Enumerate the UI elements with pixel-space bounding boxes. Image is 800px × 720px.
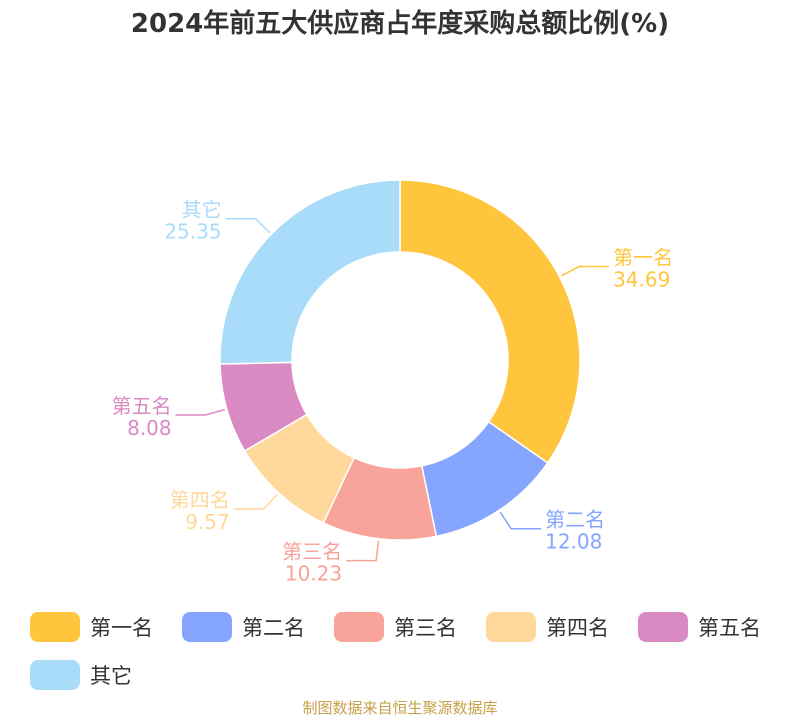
legend-swatch xyxy=(30,612,80,642)
legend-label: 第二名 xyxy=(242,616,305,640)
legend-swatch xyxy=(30,660,80,690)
leader-line-5 xyxy=(175,408,226,416)
legend-label: 其它 xyxy=(90,664,132,688)
slice-name-label-2: 第二名 xyxy=(545,508,605,532)
legend-swatch xyxy=(334,612,384,642)
legend-swatch xyxy=(638,612,688,642)
slice-name-label-1: 第一名 xyxy=(613,246,673,270)
slice-value-label-5: 8.08 xyxy=(127,416,172,440)
legend-label: 第四名 xyxy=(546,616,609,640)
chart-title: 2024年前五大供应商占年度采购总额比例(%) xyxy=(130,9,670,39)
legend-item-3[interactable]: 第三名 xyxy=(334,612,457,642)
legend-item-6[interactable]: 其它 xyxy=(30,660,132,690)
leader-line-2 xyxy=(499,511,542,530)
slice-name-label-6: 其它 xyxy=(182,198,222,222)
slice-1 xyxy=(399,179,581,464)
slice-6 xyxy=(219,179,401,365)
source-note: 制图数据来自恒生聚源数据库 xyxy=(302,699,498,717)
legend-swatch xyxy=(182,612,232,642)
slice-value-label-4: 9.57 xyxy=(185,510,230,534)
legend-item-2[interactable]: 第二名 xyxy=(182,612,305,642)
leader-line-4 xyxy=(233,493,278,510)
slice-value-label-1: 34.69 xyxy=(613,268,670,292)
slice-name-label-4: 第四名 xyxy=(170,488,230,512)
legend-label: 第一名 xyxy=(90,616,153,640)
slices-group xyxy=(219,179,581,541)
leader-line-3 xyxy=(346,540,380,562)
legend-item-1[interactable]: 第一名 xyxy=(30,612,153,642)
slice-value-label-6: 25.35 xyxy=(164,220,221,244)
legend-label: 第三名 xyxy=(394,616,457,640)
leader-line-1 xyxy=(561,265,610,277)
slice-name-label-5: 第五名 xyxy=(112,394,172,418)
legend-swatch xyxy=(486,612,536,642)
slice-value-label-2: 12.08 xyxy=(545,530,602,554)
leader-line-6 xyxy=(225,217,271,234)
leader-lines-group xyxy=(175,217,610,562)
slice-value-label-3: 10.23 xyxy=(285,562,342,586)
legend-item-4[interactable]: 第四名 xyxy=(486,612,609,642)
legend-item-5[interactable]: 第五名 xyxy=(638,612,761,642)
legend-label: 第五名 xyxy=(698,616,761,640)
slice-name-label-3: 第三名 xyxy=(282,540,342,564)
